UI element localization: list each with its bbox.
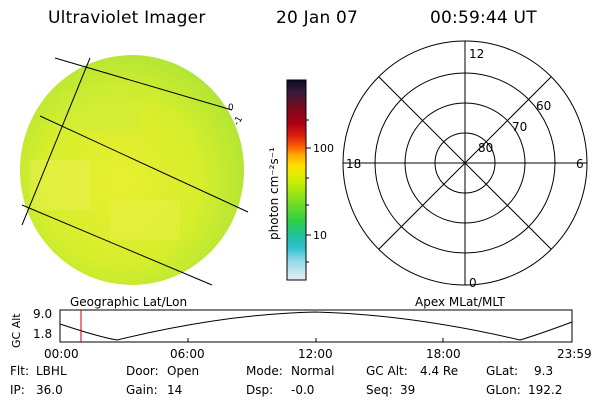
colorbar-tick-100: 100 <box>313 142 334 155</box>
mlt-label-0: 0 <box>469 276 477 290</box>
gain-label: Gain: <box>126 383 158 397</box>
dsp-value: -0.0 <box>291 383 315 397</box>
mlat-label-70: 70 <box>512 120 527 134</box>
gain-value: 14 <box>167 383 183 397</box>
grid-label-0: 0 <box>228 103 234 113</box>
time-tick-1200: 12:00 <box>298 347 333 361</box>
glat-value: 9.3 <box>534 364 554 378</box>
gcalt-value: 4.4 Re <box>420 364 459 378</box>
alt-tick-9: 9.0 <box>33 307 53 321</box>
geographic-grid <box>21 57 249 286</box>
grid-label-minus1: -1 <box>232 115 245 128</box>
geographic-projection-label: Geographic Lat/Lon <box>70 295 188 309</box>
time-tick-0000: 00:00 <box>44 347 79 361</box>
mlt-label-12: 12 <box>469 47 484 61</box>
mlt-label-18: 18 <box>346 157 361 171</box>
alt-tick-1-8: 1.8 <box>33 327 53 341</box>
mode-label: Mode: <box>246 364 283 378</box>
time-tick-1800: 18:00 <box>426 347 461 361</box>
seq-label: Seq: <box>366 383 393 397</box>
altitude-axis-label: GC Alt <box>10 313 23 348</box>
time-tick-0600: 06:00 <box>170 347 205 361</box>
glat-label: GLat: <box>486 364 519 378</box>
apex-projection-label: Apex MLat/MLT <box>415 295 505 309</box>
door-label: Door: <box>126 364 159 378</box>
seq-value: 39 <box>400 383 416 397</box>
mlat-label-80: 80 <box>478 141 493 155</box>
ip-label: IP: <box>10 383 25 397</box>
uv-earth-image <box>20 55 244 285</box>
flt-label: Flt: <box>10 364 29 378</box>
time-tick-2359: 23:59 <box>557 347 592 361</box>
colorbar-tick-10: 10 <box>313 229 327 242</box>
colorbar <box>286 79 311 281</box>
gcalt-label: GC Alt: <box>366 364 408 378</box>
door-value: Open <box>167 364 200 378</box>
instrument-title: Ultraviolet Imager <box>48 8 206 28</box>
date-label: 20 Jan 07 <box>276 8 359 28</box>
time-label: 00:59:44 UT <box>430 8 537 28</box>
glon-label: GLon: <box>486 383 521 397</box>
ip-value: 36.0 <box>36 383 63 397</box>
dsp-label: Dsp: <box>246 383 274 397</box>
colorbar-unit-label: photon cm⁻²s⁻¹ <box>267 147 281 240</box>
mlat-label-60: 60 <box>536 99 551 113</box>
mlt-label-6: 6 <box>576 157 584 171</box>
polar-plot <box>342 40 588 286</box>
flt-value: LBHL <box>36 364 67 378</box>
mode-value: Normal <box>291 364 335 378</box>
glon-value: 192.2 <box>528 383 563 397</box>
altitude-strip <box>59 309 573 343</box>
